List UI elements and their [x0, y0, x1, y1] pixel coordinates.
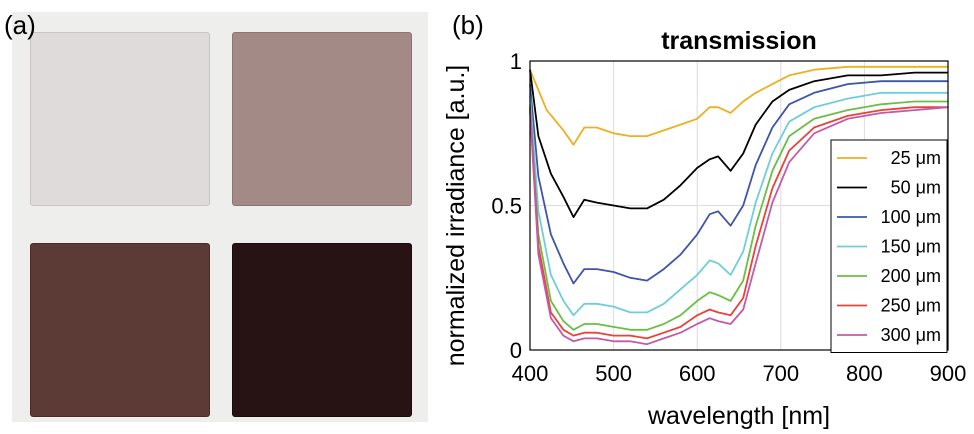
tick-labels: 400 500 600 700 800 900 0 0.5 1 — [491, 49, 966, 386]
sample-photo — [12, 12, 428, 422]
legend-label: 25 μm — [891, 148, 941, 168]
series-line — [529, 91, 948, 317]
y-tick-label: 0 — [510, 338, 522, 363]
x-axis-title: wavelength [nm] — [647, 402, 830, 430]
x-tick-label: 600 — [679, 361, 716, 386]
plot-frame — [529, 60, 949, 351]
series-line — [529, 80, 948, 285]
x-tick-label: 500 — [595, 361, 632, 386]
series-line — [529, 65, 948, 146]
series-line — [529, 106, 949, 346]
legend-label: 50 μm — [891, 178, 941, 198]
panel-label-b: (b) — [452, 10, 484, 40]
legend-label: 200 μm — [881, 266, 941, 286]
series-line — [529, 100, 948, 331]
chart-title: transmission — [661, 27, 817, 55]
y-axis-title: normalized irradiance [a.u.] — [442, 65, 470, 367]
legend-label: 250 μm — [881, 296, 941, 316]
sample-swatch — [30, 32, 210, 206]
y-tick-label: 0.5 — [491, 194, 522, 219]
series-lines — [529, 65, 949, 346]
legend: 25 μm 50 μm 100 μm 150 μm 200 μm 250 μm 300 μm — [830, 139, 948, 353]
panel-label-a: (a) — [4, 10, 36, 40]
x-tick-label: 700 — [762, 361, 799, 386]
series-line — [529, 69, 948, 219]
x-tick-label: 400 — [512, 361, 549, 386]
sample-swatch — [30, 243, 210, 417]
series-line — [529, 106, 948, 340]
sample-swatch — [232, 243, 412, 417]
legend-label: 100 μm — [881, 207, 941, 227]
x-tick-label: 800 — [846, 361, 883, 386]
legend-label: 150 μm — [881, 237, 941, 257]
legend-label: 300 μm — [881, 325, 941, 345]
sample-swatch — [232, 32, 412, 206]
y-tick-label: 1 — [510, 49, 522, 74]
x-tick-label: 900 — [930, 361, 967, 386]
